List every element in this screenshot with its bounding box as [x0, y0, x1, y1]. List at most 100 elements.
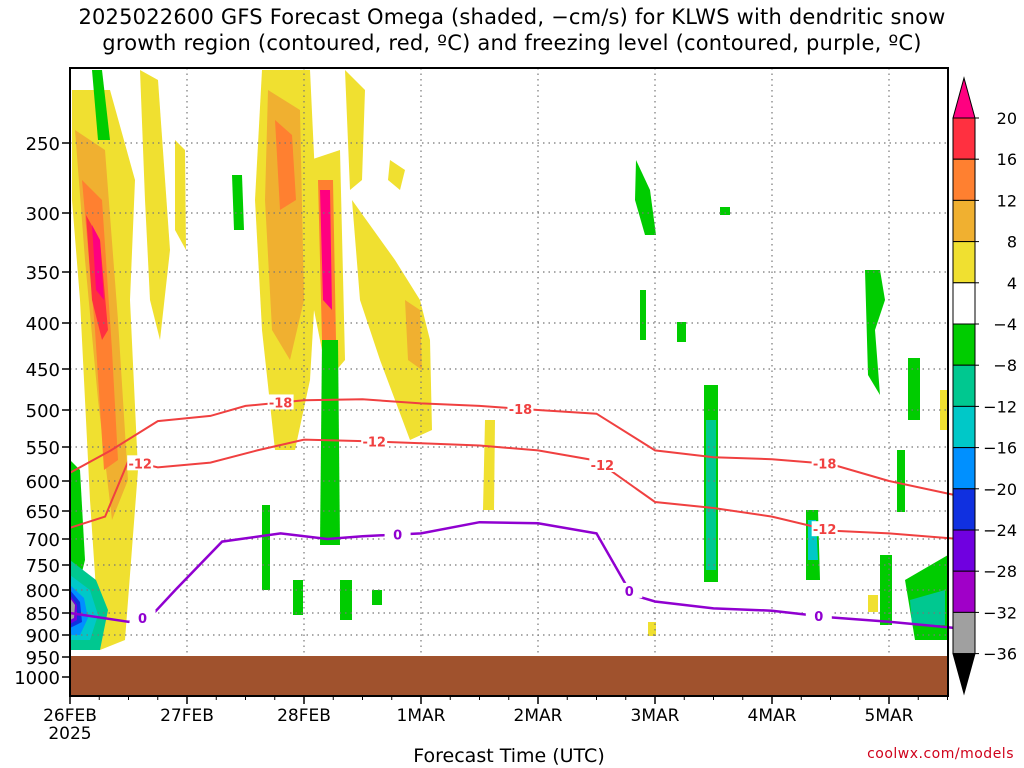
- omega-area: [293, 580, 303, 615]
- y-tick-label: 600: [26, 472, 60, 493]
- contour-label-bg: [127, 455, 154, 471]
- colorbar-swatch: [952, 117, 976, 160]
- y-tick-label: 750: [26, 556, 60, 577]
- contour-label: -18: [509, 403, 533, 418]
- contour-label-bg: [361, 433, 388, 449]
- y-tick-label: 550: [26, 438, 60, 459]
- grid-lines: [70, 68, 948, 696]
- colorbar-label: −32: [983, 603, 1017, 622]
- omega-area: [940, 390, 948, 430]
- contour-label: 0: [625, 585, 634, 600]
- contour-label-bg: [129, 609, 156, 625]
- ground-terrain: [70, 656, 948, 696]
- colorbar-swatch: [952, 364, 976, 407]
- colorbar-swatch: [952, 199, 976, 243]
- contour-label: 0: [393, 529, 402, 544]
- colorbar-swatch: [952, 241, 976, 284]
- x-tick-sublabel: 2025: [48, 724, 91, 744]
- y-tick-label: 500: [26, 401, 60, 422]
- colorbar-label: −4: [993, 315, 1017, 334]
- colorbar-label: 8: [1007, 233, 1017, 252]
- x-tick-label: 26FEB: [43, 706, 97, 726]
- omega-area: [388, 160, 405, 190]
- omega-area: [706, 420, 716, 570]
- contour-layer: -18 -18 -18 -12 -12 -12 -12 0 0 0 0: [69, 394, 960, 630]
- colorbar-label: 20: [997, 109, 1017, 128]
- contour-label: -12: [128, 457, 152, 472]
- contour-label-bg: [507, 400, 534, 416]
- omega-area: [232, 175, 244, 230]
- omega-area: [910, 590, 945, 625]
- contour-label-bg: [811, 521, 838, 537]
- colorbar-label: −16: [983, 439, 1017, 458]
- omega-area: [262, 505, 270, 590]
- colorbar-label: 4: [1007, 274, 1017, 293]
- colorbar-swatch: [952, 447, 976, 490]
- colorbar-label: −28: [983, 562, 1017, 581]
- omega-area: [92, 70, 110, 140]
- x-tick-label: 2MAR: [514, 706, 563, 726]
- contour-label: -18: [813, 458, 837, 473]
- x-tick-label: 27FEB: [160, 706, 214, 726]
- credit-link[interactable]: coolwx.com/models: [867, 746, 1014, 762]
- colorbar: 20 16 12 8 4 −4 −8 −12 −16 −20 −24 −28 −32 −36: [952, 76, 1017, 696]
- x-tick-label: 1MAR: [397, 706, 446, 726]
- contour-label-bg: [805, 608, 832, 624]
- omega-area: [405, 300, 422, 370]
- omega-area: [635, 160, 656, 235]
- y-tick-label: 850: [26, 604, 60, 625]
- y-tick-label: 450: [26, 360, 60, 381]
- contour-label: 0: [814, 610, 823, 625]
- omega-area: [340, 580, 352, 620]
- omega-area: [720, 207, 730, 215]
- contour-label-bg: [811, 455, 838, 471]
- colorbar-label: −36: [983, 645, 1017, 664]
- x-tick-label: 3MAR: [631, 706, 680, 726]
- contour-label-bg: [267, 394, 294, 410]
- chart-title: 2025022600 GFS Forecast Omega (shaded, −…: [0, 4, 1024, 56]
- colorbar-swatch: [952, 158, 976, 201]
- colorbar-label: −12: [983, 397, 1017, 416]
- y-axis: 2503003504004505005506006507007508008509…: [14, 134, 70, 689]
- contour-label: -12: [813, 523, 837, 538]
- colorbar-swatch: [952, 570, 976, 613]
- y-tick-label: 700: [26, 530, 60, 551]
- plot-frame: [69, 67, 949, 697]
- y-tick-label: 900: [26, 626, 60, 647]
- y-tick-label: 400: [26, 314, 60, 335]
- colorbar-swatch: [952, 282, 976, 325]
- omega-area: [92, 225, 104, 300]
- omega-area: [648, 622, 656, 636]
- omega-area: [640, 290, 646, 340]
- colorbar-label: −8: [993, 356, 1017, 375]
- omega-area: [908, 358, 920, 420]
- colorbar-label: −24: [983, 521, 1017, 540]
- contour-label: -12: [362, 436, 386, 451]
- contour-label: -12: [591, 459, 615, 474]
- omega-area: [865, 270, 885, 395]
- colorbar-top-arrow: [952, 76, 976, 119]
- x-tick-label: 5MAR: [865, 706, 914, 726]
- omega-area: [372, 590, 382, 605]
- y-tick-label: 650: [26, 502, 60, 523]
- colorbar-label: 16: [997, 150, 1017, 169]
- x-tick-label: 4MAR: [748, 706, 797, 726]
- omega-area: [352, 200, 432, 440]
- colorbar-label: −20: [983, 480, 1017, 499]
- x-tick-label: 28FEB: [277, 706, 331, 726]
- y-tick-label: 250: [26, 134, 60, 155]
- y-tick-label: 300: [26, 204, 60, 225]
- title-line-1: 2025022600 GFS Forecast Omega (shaded, −…: [78, 5, 946, 29]
- y-tick-label: 350: [26, 263, 60, 284]
- omega-area: [483, 420, 495, 510]
- colorbar-swatch: [952, 529, 976, 572]
- x-axis-title: Forecast Time (UTC): [413, 745, 604, 767]
- colorbar-swatch: [952, 488, 976, 531]
- omega-shading-layer: [70, 70, 948, 650]
- contour-label-bg: [384, 526, 411, 542]
- omega-area: [677, 322, 686, 342]
- omega-area: [265, 90, 304, 360]
- colorbar-swatch: [952, 405, 976, 449]
